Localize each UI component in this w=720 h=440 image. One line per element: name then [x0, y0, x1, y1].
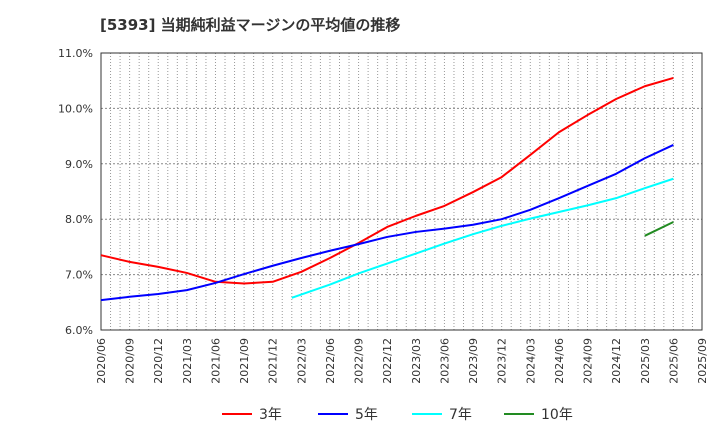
x-tick-label: 2023/06 [438, 338, 451, 384]
x-tick-label: 2020/06 [95, 338, 108, 384]
chart-title: [5393] 当期純利益マージンの平均値の推移 [100, 16, 401, 34]
y-tick-label: 10.0% [58, 102, 93, 115]
y-tick-label: 11.0% [58, 47, 93, 60]
x-tick-label: 2021/12 [267, 338, 280, 384]
series-line-3 [644, 221, 674, 237]
x-tick-label: 2024/09 [582, 338, 595, 384]
x-tick-label: 2020/12 [152, 338, 165, 384]
x-tick-label: 2024/06 [553, 338, 566, 384]
x-tick-label: 2022/09 [353, 338, 366, 384]
x-tick-label: 2024/12 [610, 338, 623, 384]
series-line-0 [100, 76, 674, 285]
x-tick-label: 2025/06 [667, 338, 680, 384]
legend-label: 10年 [541, 407, 573, 423]
x-tick-label: 2023/09 [467, 338, 480, 384]
x-tick-label: 2020/09 [124, 338, 137, 384]
x-tick-label: 2025/03 [639, 338, 652, 384]
x-tick-label: 2023/03 [410, 338, 423, 384]
x-tick-label: 2024/03 [524, 338, 537, 384]
x-tick-label: 2025/09 [696, 338, 709, 384]
series-line-2 [291, 177, 674, 299]
x-tick-label: 2021/03 [181, 338, 194, 384]
y-tick-label: 6.0% [65, 324, 93, 337]
x-tick-label: 2022/06 [324, 338, 337, 384]
y-tick-label: 8.0% [65, 213, 93, 226]
plot-border [100, 52, 703, 331]
legend-label: 3年 [259, 407, 282, 423]
y-tick-label: 9.0% [65, 158, 93, 171]
legend-label: 5年 [355, 407, 378, 423]
x-tick-label: 2022/12 [381, 338, 394, 384]
x-tick-label: 2023/12 [496, 338, 509, 384]
x-tick-label: 2022/03 [295, 338, 308, 384]
y-tick-label: 7.0% [65, 269, 93, 282]
series-line-1 [100, 144, 674, 302]
x-tick-label: 2021/06 [209, 338, 222, 384]
legend-label: 7年 [449, 407, 472, 423]
x-tick-label: 2021/09 [238, 338, 251, 384]
